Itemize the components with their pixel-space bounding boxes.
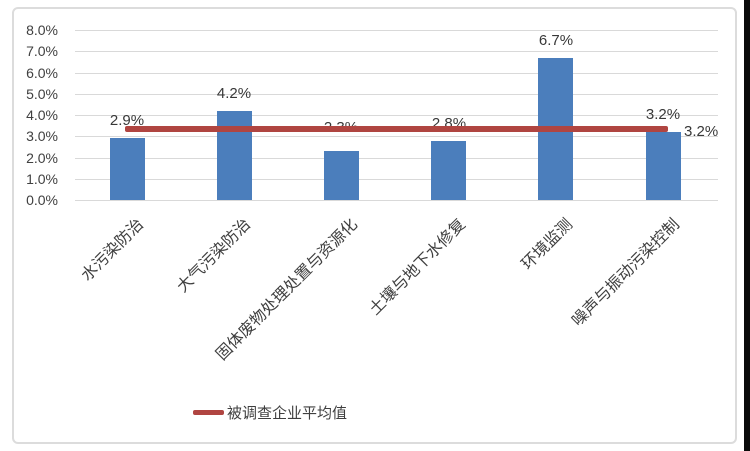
bar bbox=[431, 141, 466, 200]
y-gridline bbox=[75, 73, 718, 74]
y-gridline bbox=[75, 51, 718, 52]
legend-label: 被调查企业平均值 bbox=[227, 405, 348, 422]
y-axis-tick-label: 1.0% bbox=[26, 171, 58, 187]
chart-frame bbox=[12, 7, 737, 444]
bar-value-label: 3.2% bbox=[645, 106, 681, 123]
y-axis-tick-label: 4.0% bbox=[26, 107, 58, 123]
legend-line-swatch bbox=[193, 410, 224, 415]
y-axis-tick-label: 7.0% bbox=[26, 43, 58, 59]
bar-value-label: 4.2% bbox=[216, 85, 252, 102]
y-gridline bbox=[75, 179, 718, 180]
right-edge-strip bbox=[744, 0, 750, 451]
y-axis-tick-label: 5.0% bbox=[26, 86, 58, 102]
y-gridline bbox=[75, 158, 718, 159]
y-axis-tick-label: 0.0% bbox=[26, 192, 58, 208]
bar-value-label: 6.7% bbox=[538, 32, 574, 49]
y-axis-tick-label: 6.0% bbox=[26, 65, 58, 81]
bar bbox=[110, 138, 145, 200]
bar-value-label: 2.9% bbox=[109, 112, 145, 129]
y-axis-tick-label: 3.0% bbox=[26, 128, 58, 144]
y-gridline bbox=[75, 30, 718, 31]
y-axis-tick-label: 8.0% bbox=[26, 22, 58, 38]
y-gridline bbox=[75, 115, 718, 116]
average-line-value-label: 3.2% bbox=[684, 123, 719, 140]
bar bbox=[646, 132, 681, 200]
bar bbox=[217, 111, 252, 200]
average-line bbox=[125, 126, 668, 132]
y-axis-tick-label: 2.0% bbox=[26, 150, 58, 166]
y-gridline bbox=[75, 136, 718, 137]
y-gridline bbox=[75, 94, 718, 95]
legend: 被调查企业平均值 bbox=[193, 402, 347, 423]
y-gridline bbox=[75, 200, 718, 201]
bar bbox=[324, 151, 359, 200]
